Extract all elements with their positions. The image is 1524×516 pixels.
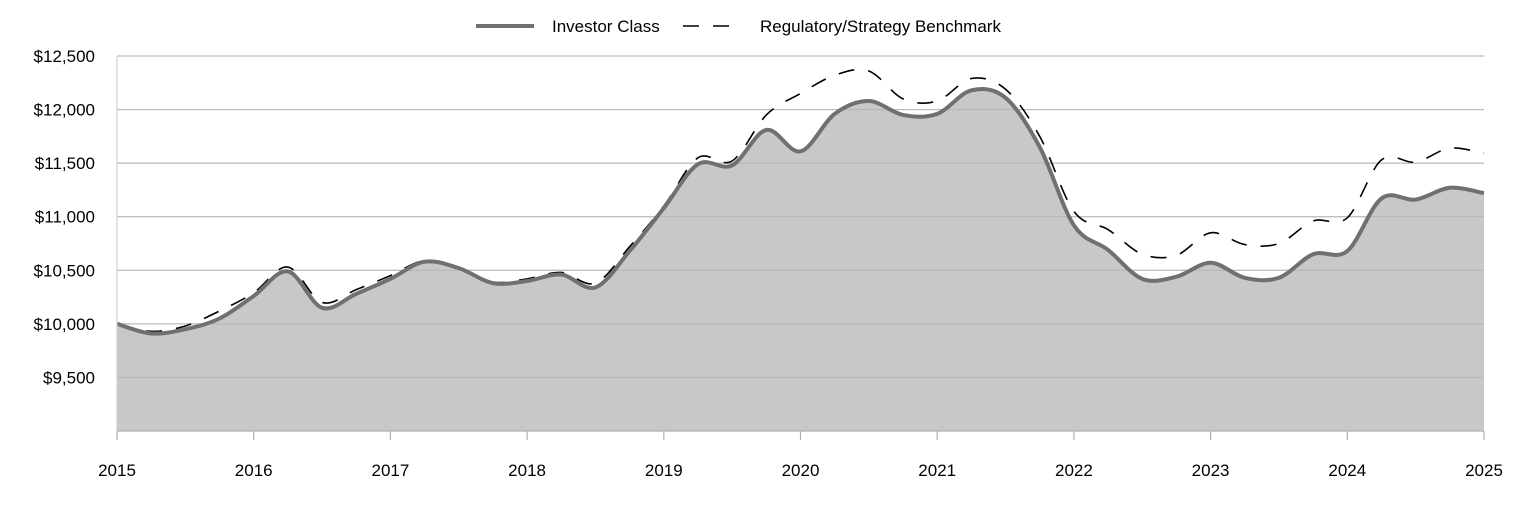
- y-tick-label: $11,500: [35, 154, 95, 173]
- y-tick-label: $12,000: [34, 101, 95, 120]
- area-layer: [117, 55, 1484, 432]
- y-tick-label: $10,000: [34, 315, 95, 334]
- y-tick-label: $10,500: [34, 261, 95, 280]
- legend: Investor Class Regulatory/Strategy Bench…: [476, 17, 1001, 36]
- line-layer: [116, 68, 1485, 336]
- x-tick-label: 2018: [508, 461, 546, 480]
- legend-label-investor-class: Investor Class: [552, 17, 660, 36]
- x-tick-label: 2025: [1465, 461, 1503, 480]
- x-tick-label: 2023: [1192, 461, 1230, 480]
- tick-labels: $9,500 $10,000 $10,500 $11,000 $11,500 $12,00…: [34, 47, 1503, 480]
- x-tick-label: 2015: [98, 461, 136, 480]
- y-tick-label: $9,500: [43, 368, 95, 387]
- x-tick-label: 2017: [371, 461, 409, 480]
- x-tick-label: 2022: [1055, 461, 1093, 480]
- x-tick-label: 2024: [1328, 461, 1366, 480]
- x-tick-label: 2019: [645, 461, 683, 480]
- legend-label-benchmark: Regulatory/Strategy Benchmark: [760, 17, 1001, 36]
- investor-class-line: [116, 86, 1485, 336]
- y-tick-label: $11,000: [35, 208, 95, 227]
- axes: [116, 56, 1485, 440]
- x-tick-label: 2016: [235, 461, 273, 480]
- x-tick-label: 2021: [918, 461, 956, 480]
- x-tick-label: 2020: [782, 461, 820, 480]
- investor-class-area: [117, 88, 1484, 432]
- y-tick-label: $12,500: [34, 47, 95, 66]
